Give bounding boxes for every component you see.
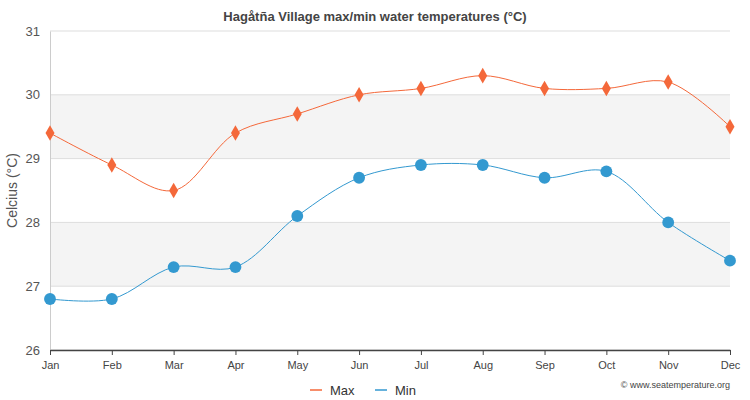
x-tick-mark xyxy=(50,350,51,355)
x-tick-label: Aug xyxy=(473,359,493,371)
legend-label: Max xyxy=(330,383,355,398)
x-tick: Apr xyxy=(227,350,244,371)
y-axis: 26 27 28 29 30 31 xyxy=(26,24,51,358)
marker xyxy=(540,81,549,97)
x-tick-mark xyxy=(174,350,175,355)
marker xyxy=(107,157,116,173)
y-axis-title: Celcius (°C) xyxy=(4,153,20,228)
x-tick: Feb xyxy=(103,350,122,371)
x-axis-line xyxy=(51,350,731,352)
x-tick: May xyxy=(287,350,308,371)
marker xyxy=(602,81,611,97)
x-tick: Dec xyxy=(721,350,741,371)
marker xyxy=(726,119,735,135)
x-tick-mark xyxy=(112,350,113,355)
marker xyxy=(600,165,612,177)
x-tick-mark xyxy=(606,350,607,355)
x-tick-mark xyxy=(235,350,236,355)
marker xyxy=(44,293,56,305)
x-tick-mark xyxy=(545,350,546,355)
x-tick-label: Jul xyxy=(414,359,428,371)
x-tick: Nov xyxy=(659,350,679,371)
grid-line xyxy=(50,222,730,223)
marker xyxy=(416,81,425,97)
marker xyxy=(168,261,180,273)
marker xyxy=(106,293,118,305)
plot-area xyxy=(44,68,736,305)
grid-line xyxy=(50,31,730,32)
y-tick: 27 xyxy=(26,279,50,294)
x-tick: Aug xyxy=(473,350,493,371)
x-tick: Sep xyxy=(535,350,555,371)
y-tick: 28 xyxy=(26,215,50,230)
marker xyxy=(724,255,736,267)
series-line xyxy=(50,76,730,191)
x-tick: Jan xyxy=(42,350,60,371)
annotation: © www.seatemperature.org xyxy=(621,380,730,390)
x-tick-label: Jun xyxy=(351,359,369,371)
grid-line xyxy=(50,94,730,95)
x-tick: Oct xyxy=(598,350,615,371)
y-tick-label: 29 xyxy=(26,151,40,166)
x-tick-mark xyxy=(359,350,360,355)
legend-swatch xyxy=(310,389,322,391)
marker xyxy=(478,68,487,84)
x-tick-mark xyxy=(421,350,422,355)
series-line xyxy=(50,163,730,301)
marker xyxy=(415,159,427,171)
marker xyxy=(662,216,674,228)
x-tick-label: Feb xyxy=(103,359,122,371)
marker xyxy=(231,125,240,141)
marker xyxy=(169,183,178,199)
legend-label: Min xyxy=(395,383,416,398)
x-tick-mark xyxy=(730,350,731,355)
legend-swatch xyxy=(375,389,387,391)
grid-band xyxy=(50,95,730,159)
x-tick: Jul xyxy=(414,350,428,371)
marker xyxy=(664,74,673,90)
x-tick-label: Mar xyxy=(165,359,184,371)
y-tick-label: 26 xyxy=(26,343,40,358)
x-axis: Jan Feb Mar Apr May Jun Jul Aug Sep Oct Nov Dec xyxy=(42,350,741,371)
grid-line xyxy=(50,158,730,159)
x-tick-mark xyxy=(297,350,298,355)
x-tick-label: Nov xyxy=(659,359,679,371)
y-tick-label: 31 xyxy=(26,24,40,39)
marker xyxy=(353,172,365,184)
legend: Max Min xyxy=(310,383,416,398)
marker xyxy=(355,87,364,103)
x-tick-label: Jan xyxy=(42,359,60,371)
grid xyxy=(50,31,730,350)
marker xyxy=(291,210,303,222)
y-tick-label: 30 xyxy=(26,87,40,102)
x-tick-label: May xyxy=(287,359,308,371)
marker xyxy=(46,125,55,141)
x-tick: Jun xyxy=(351,350,369,371)
x-tick-label: Oct xyxy=(598,359,615,371)
y-tick: 29 xyxy=(26,151,50,166)
y-tick: 30 xyxy=(26,87,50,102)
grid-line xyxy=(50,350,730,351)
x-tick-mark xyxy=(483,350,484,355)
marker xyxy=(539,172,551,184)
grid-line xyxy=(50,286,730,287)
y-tick-label: 28 xyxy=(26,215,40,230)
x-tick-label: Dec xyxy=(721,359,741,371)
y-tick-label: 27 xyxy=(26,279,40,294)
marker xyxy=(477,159,489,171)
y-tick: 31 xyxy=(26,24,50,39)
x-tick-label: Sep xyxy=(535,359,555,371)
x-tick: Mar xyxy=(165,350,184,371)
chart: 26 27 28 29 30 31 Jan Feb Mar Apr May Jun Jul Aug Sep O… xyxy=(0,0,750,400)
y-tick: 26 xyxy=(26,343,50,358)
x-tick-label: Apr xyxy=(227,359,244,371)
title: Hagåtña Village max/min water temperatur… xyxy=(223,9,526,24)
marker xyxy=(230,261,242,273)
x-tick-mark xyxy=(668,350,669,355)
marker xyxy=(293,106,302,122)
